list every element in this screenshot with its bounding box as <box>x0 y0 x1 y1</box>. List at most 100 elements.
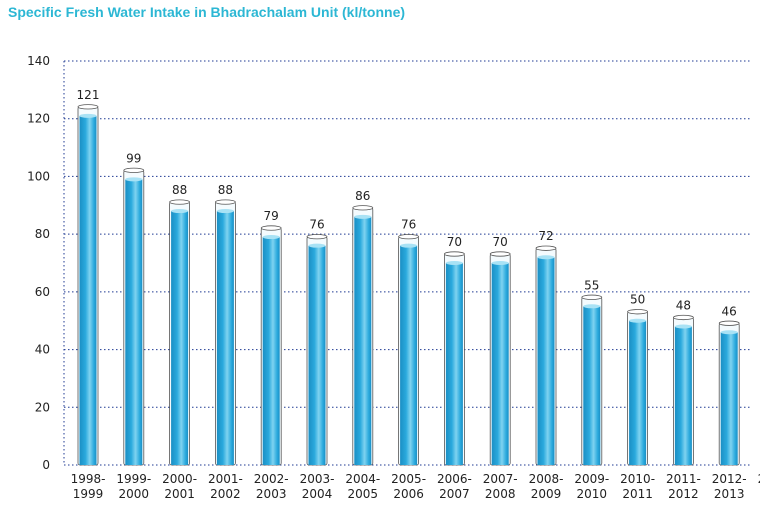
bar-water <box>491 263 509 465</box>
bar-water-surface <box>262 235 280 240</box>
bar-water-surface <box>629 318 647 323</box>
bar-water-surface <box>537 255 555 260</box>
bar-tube-rim <box>627 309 648 315</box>
bars <box>77 104 740 466</box>
bar-tube-rim <box>398 234 420 240</box>
data-label: 86 <box>355 189 370 203</box>
bar-water-surface <box>720 330 738 335</box>
bar-water <box>171 211 189 465</box>
bar-water <box>308 245 326 465</box>
bar-tube-rim <box>169 199 191 205</box>
x-tick-label: 2010-2011 <box>620 472 655 501</box>
bar-0 <box>77 104 99 466</box>
bar-water-surface <box>125 177 143 182</box>
bar-2 <box>169 199 191 466</box>
bar-tube-rim <box>718 320 740 326</box>
bar-water-surface <box>216 209 234 214</box>
data-label: 76 <box>309 218 324 232</box>
y-tick-label: 120 <box>27 112 50 126</box>
x-axis: 1998-1999 1999-2000 2000-2001 2001-2002 2002… <box>71 472 760 501</box>
x-tick-label: 2002-2003 <box>254 472 289 501</box>
bar-13 <box>673 314 694 466</box>
bar-10 <box>535 245 557 466</box>
bar-water <box>125 179 143 466</box>
x-tick-label: 2009-2010 <box>574 472 609 501</box>
x-tick-label: 2011-2012 <box>666 472 701 501</box>
data-label: 72 <box>538 229 553 243</box>
bar-water <box>79 115 97 465</box>
y-tick-label: 40 <box>35 343 50 357</box>
chart-title: Specific Fresh Water Intake in Bhadracha… <box>8 4 406 20</box>
x-tick-label: 2001-2002 <box>208 472 243 501</box>
x-tick-label: 1999-2000 <box>116 472 151 501</box>
bar-water-surface <box>400 243 418 248</box>
bar-water-surface <box>674 324 692 329</box>
x-tick-label: 2004-2005 <box>345 472 380 501</box>
bar-tube-rim <box>352 205 374 211</box>
data-label: 70 <box>447 235 462 249</box>
bar-water-surface <box>354 214 372 219</box>
data-label: 88 <box>172 183 187 197</box>
bar-water <box>720 332 738 465</box>
bar-tube-rim <box>673 314 694 321</box>
bar-tube-rim <box>306 234 328 240</box>
y-tick-label: 80 <box>35 227 50 241</box>
y-tick-label: 140 <box>27 54 50 68</box>
y-tick-label: 0 <box>42 458 50 472</box>
bar-water <box>400 245 418 465</box>
data-label: 88 <box>218 183 233 197</box>
y-tick-label: 60 <box>35 285 50 299</box>
bar-4 <box>260 225 282 466</box>
data-label: 76 <box>401 218 416 232</box>
x-tick-label: 2008-2009 <box>529 472 564 501</box>
bar-tube-rim <box>535 245 557 251</box>
bar-water <box>583 306 601 465</box>
data-label: 46 <box>722 304 737 318</box>
data-label: 79 <box>264 209 279 223</box>
bar-water-surface <box>308 243 326 248</box>
bar-5 <box>306 234 328 466</box>
bar-7 <box>398 234 420 466</box>
bar-water <box>262 237 280 465</box>
data-label: 121 <box>77 88 100 102</box>
x-tick-label: 2000-2001 <box>162 472 197 501</box>
x-tick-label: 2012-2013 <box>712 472 747 501</box>
bar-water-surface <box>491 261 509 265</box>
bar-water-surface <box>79 113 97 118</box>
bar-12 <box>627 309 648 466</box>
data-label: 50 <box>630 293 645 307</box>
bar-3 <box>214 199 236 466</box>
y-axis: 0 20 40 60 80 100 120 140 <box>27 54 750 472</box>
bar-water <box>629 320 647 465</box>
bar-tube-rim <box>77 104 99 110</box>
x-tick-label: 2007-2008 <box>483 472 518 501</box>
bar-tube-rim <box>443 251 465 257</box>
bar-water-surface <box>445 261 463 265</box>
x-tick-label: 2003-2004 <box>300 472 335 501</box>
y-tick-label: 100 <box>27 169 50 183</box>
bar-tube-rim <box>260 225 282 231</box>
bar-water <box>537 257 555 465</box>
bar-11 <box>581 294 603 466</box>
x-tick-label: 2006-2007 <box>437 472 472 501</box>
y-tick-label: 20 <box>35 400 50 414</box>
bar-1 <box>123 167 145 466</box>
bar-water <box>445 263 463 465</box>
bar-tube-rim <box>214 199 236 205</box>
bar-water-surface <box>171 209 189 214</box>
bar-6 <box>352 205 374 466</box>
data-label: 48 <box>676 298 691 312</box>
bar-8 <box>443 251 465 466</box>
bar-tube-rim <box>489 251 511 257</box>
bar-water <box>674 326 692 465</box>
bar-water-surface <box>583 304 601 309</box>
data-label: 55 <box>584 278 599 292</box>
bar-water <box>216 211 234 465</box>
x-tick-label: 1998-1999 <box>71 472 106 501</box>
bar-tube-rim <box>581 294 603 300</box>
data-label: 70 <box>493 235 508 249</box>
bar-9 <box>489 251 511 466</box>
bar-water <box>354 216 372 465</box>
data-label: 99 <box>126 151 141 165</box>
